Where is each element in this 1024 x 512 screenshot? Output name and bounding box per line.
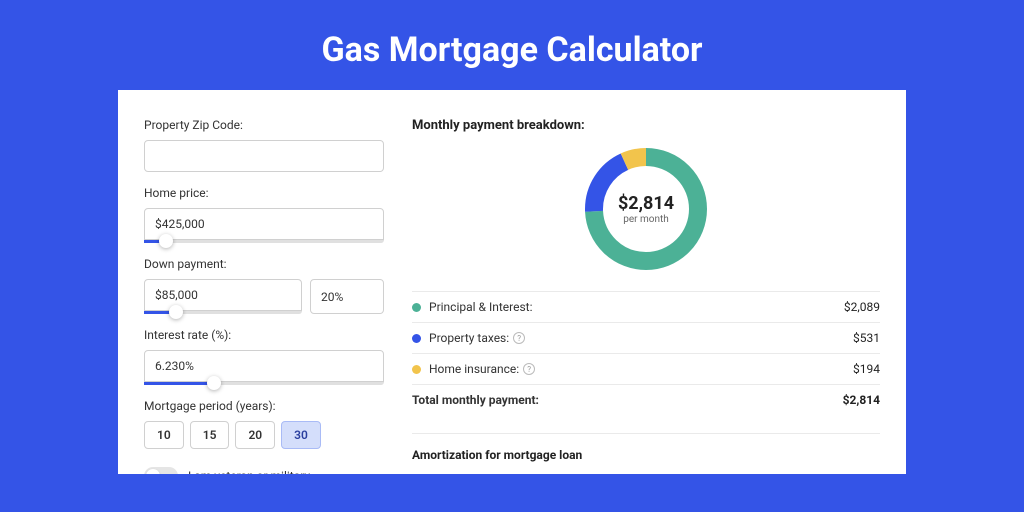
legend-value: $531 (853, 331, 880, 345)
zip-input[interactable] (144, 140, 384, 172)
donut-sub: per month (623, 214, 669, 225)
page-title: Gas Mortgage Calculator (322, 30, 703, 70)
veteran-label: I am veteran or military (188, 469, 310, 474)
period-btn-10[interactable]: 10 (144, 421, 184, 449)
slider-thumb[interactable] (207, 376, 221, 390)
veteran-row: I am veteran or military (144, 467, 384, 474)
interest-input[interactable] (144, 350, 384, 382)
down-payment-amount-input[interactable] (144, 279, 302, 311)
legend-label-text: Principal & Interest: (429, 300, 533, 314)
period-label: Mortgage period (years): (144, 399, 384, 413)
zip-group: Property Zip Code: (144, 118, 384, 172)
period-group: Mortgage period (years): 10152030 (144, 399, 384, 449)
legend-label: Home insurance:? (429, 362, 853, 376)
home-price-group: Home price: (144, 186, 384, 243)
interest-group: Interest rate (%): (144, 328, 384, 385)
toggle-knob (146, 469, 160, 474)
help-icon[interactable]: ? (513, 332, 525, 344)
home-price-input[interactable] (144, 208, 384, 240)
page: Gas Mortgage Calculator Property Zip Cod… (0, 0, 1024, 512)
legend: Principal & Interest: $2,089 Property taxe… (412, 291, 880, 384)
legend-row: Property taxes:?$531 (412, 322, 880, 353)
home-price-slider[interactable] (144, 240, 384, 243)
amortization-section: Amortization for mortgage loan Amortizat… (412, 433, 880, 474)
total-row: Total monthly payment: $2,814 (412, 384, 880, 415)
donut-center: $2,814 per month (584, 147, 708, 271)
legend-value: $194 (853, 362, 880, 376)
period-btn-30[interactable]: 30 (281, 421, 321, 449)
period-btn-15[interactable]: 15 (190, 421, 230, 449)
input-panel: Property Zip Code: Home price: Down paym… (144, 118, 384, 474)
legend-row: Principal & Interest: $2,089 (412, 291, 880, 322)
donut-chart: $2,814 per month (584, 147, 708, 271)
slider-fill (144, 382, 214, 385)
results-panel: Monthly payment breakdown: $2,814 per mo… (412, 118, 880, 474)
legend-dot (412, 303, 421, 312)
interest-label: Interest rate (%): (144, 328, 384, 342)
period-btn-20[interactable]: 20 (235, 421, 275, 449)
down-payment-label: Down payment: (144, 257, 384, 271)
legend-label-text: Home insurance: (429, 362, 519, 376)
down-payment-row (144, 279, 384, 314)
dp-amount-wrap (144, 279, 302, 314)
total-label: Total monthly payment: (412, 393, 843, 407)
legend-row: Home insurance:?$194 (412, 353, 880, 384)
amort-title: Amortization for mortgage loan (412, 448, 880, 462)
legend-label: Principal & Interest: (429, 300, 844, 314)
legend-dot (412, 334, 421, 343)
slider-thumb[interactable] (159, 234, 173, 248)
donut-amount: $2,814 (618, 193, 674, 214)
period-row: 10152030 (144, 421, 384, 449)
help-icon[interactable]: ? (523, 363, 535, 375)
total-value: $2,814 (843, 393, 880, 407)
down-payment-group: Down payment: (144, 257, 384, 314)
slider-thumb[interactable] (169, 305, 183, 319)
legend-dot (412, 365, 421, 374)
zip-label: Property Zip Code: (144, 118, 384, 132)
down-payment-slider[interactable] (144, 311, 302, 314)
legend-label: Property taxes:? (429, 331, 853, 345)
legend-value: $2,089 (844, 300, 880, 314)
legend-label-text: Property taxes: (429, 331, 509, 345)
veteran-toggle[interactable] (144, 467, 178, 474)
down-payment-pct-input[interactable] (310, 279, 384, 314)
interest-slider[interactable] (144, 382, 384, 385)
amort-text: Amortization for a mortgage loan refers … (412, 472, 880, 474)
calculator-card: Property Zip Code: Home price: Down paym… (118, 90, 906, 474)
donut-chart-wrap: $2,814 per month (412, 147, 880, 271)
breakdown-title: Monthly payment breakdown: (412, 118, 880, 133)
home-price-label: Home price: (144, 186, 384, 200)
